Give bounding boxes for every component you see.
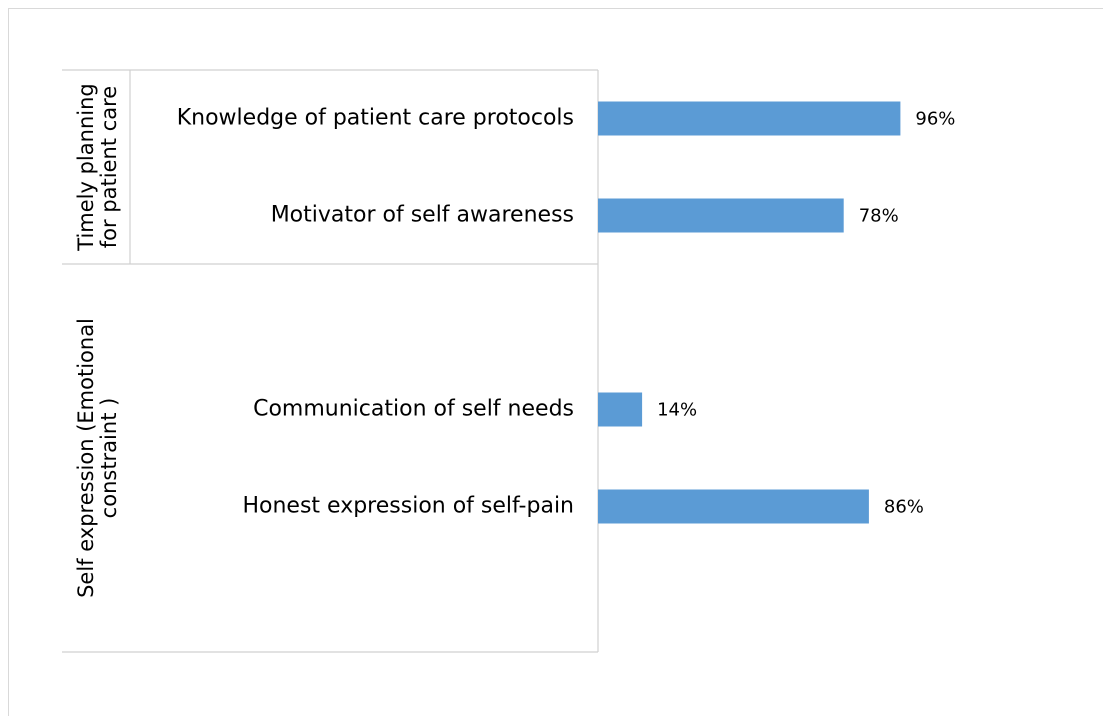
- bar: [598, 198, 844, 233]
- value-label: 96%: [915, 109, 955, 130]
- value-label: 86%: [884, 497, 924, 518]
- category-label: Honest expression of self-pain: [242, 494, 574, 519]
- category-label: Motivator of self awareness: [271, 203, 574, 228]
- bar: [598, 101, 901, 136]
- value-label: 78%: [859, 206, 899, 227]
- group-label: Self expression (Emotional constraint ): [74, 318, 121, 598]
- value-label: 14%: [657, 400, 697, 421]
- bar: [598, 392, 643, 427]
- category-label: Communication of self needs: [253, 397, 574, 422]
- group-label: Timely planning for patient care: [74, 83, 121, 251]
- category-label: Knowledge of patient care protocols: [177, 106, 574, 131]
- bar: [598, 489, 869, 524]
- chart-border: [8, 8, 1103, 716]
